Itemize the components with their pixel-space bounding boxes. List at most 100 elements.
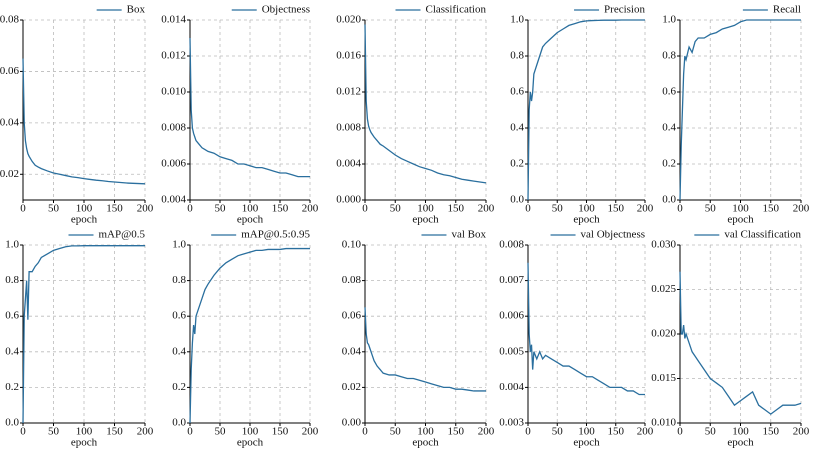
y-tick-label: 0.0	[662, 194, 676, 206]
x-tick-label: 150	[448, 203, 465, 215]
y-tick-label: 0.04	[0, 116, 20, 128]
x-tick-label: 50	[390, 426, 402, 438]
y-tick-label: 1.0	[5, 239, 19, 251]
legend-label: Precision	[604, 4, 645, 16]
x-axis-label: epoch	[71, 214, 98, 226]
y-tick-label: 0.016	[336, 50, 361, 62]
y-tick-label: 0.004	[499, 381, 524, 393]
y-tick-label: 0.08	[342, 274, 362, 286]
x-tick-label: 200	[302, 203, 319, 215]
x-tick-label: 0	[20, 203, 26, 215]
y-tick-label: 0.2	[510, 158, 524, 170]
y-tick-label: 1.0	[510, 14, 524, 26]
y-tick-label: 0.2	[172, 381, 186, 393]
y-tick-label: 0.008	[161, 122, 186, 134]
y-tick-label: 0.010	[651, 417, 676, 429]
x-tick-label: 0	[187, 426, 193, 438]
y-tick-label: 0.6	[172, 310, 186, 322]
x-axis-label: epoch	[412, 437, 439, 449]
y-tick-label: 0.006	[161, 158, 186, 170]
x-tick-label: 50	[48, 203, 60, 215]
x-tick-label: 200	[137, 203, 154, 215]
y-tick-label: 0.4	[5, 345, 19, 357]
y-tick-label: 0.4	[662, 122, 676, 134]
x-tick-label: 200	[137, 426, 154, 438]
x-tick-label: 0	[20, 426, 26, 438]
x-axis-label: epoch	[237, 437, 264, 449]
y-tick-label: 0.02	[0, 168, 19, 180]
y-tick-label: 1.0	[172, 239, 186, 251]
y-tick-label: 0.015	[651, 372, 676, 384]
legend-label: Objectness	[262, 4, 310, 16]
x-axis-label: epoch	[71, 437, 98, 449]
y-tick-label: 0.000	[336, 194, 361, 206]
x-tick-label: 200	[478, 426, 495, 438]
y-tick-label: 0.020	[651, 328, 676, 340]
x-tick-label: 50	[390, 203, 402, 215]
legend-label: Box	[127, 4, 146, 16]
line-series	[364, 24, 487, 184]
x-tick-label: 0	[525, 203, 531, 215]
x-tick-label: 150	[763, 203, 780, 215]
line-series	[679, 271, 802, 415]
y-tick-label: 0.005	[499, 345, 524, 357]
y-tick-label: 0.8	[510, 50, 524, 62]
x-axis-label: epoch	[573, 437, 600, 449]
y-tick-label: 0.012	[336, 86, 361, 98]
line-series	[527, 19, 645, 201]
y-tick-label: 0.8	[5, 274, 19, 286]
x-tick-label: 50	[215, 203, 227, 215]
x-tick-label: 150	[106, 426, 123, 438]
y-tick-label: 0.008	[336, 122, 361, 134]
y-tick-label: 0.02	[342, 381, 361, 393]
x-tick-label: 100	[732, 203, 749, 215]
y-tick-label: 0.008	[499, 239, 524, 251]
legend-label: val Box	[451, 229, 486, 241]
y-tick-label: 0.8	[662, 50, 676, 62]
y-tick-label: 0.010	[161, 86, 186, 98]
y-tick-label: 0.2	[5, 381, 19, 393]
y-tick-label: 0.06	[0, 65, 20, 77]
x-tick-label: 50	[705, 203, 717, 215]
y-tick-label: 0.10	[342, 239, 362, 251]
x-tick-label: 0	[187, 203, 193, 215]
y-tick-label: 0.004	[161, 194, 186, 206]
x-tick-label: 200	[478, 203, 495, 215]
x-tick-label: 100	[417, 203, 434, 215]
x-tick-label: 150	[106, 203, 123, 215]
x-tick-label: 100	[578, 426, 595, 438]
y-tick-label: 0.00	[342, 417, 362, 429]
y-tick-label: 0.025	[651, 283, 676, 295]
line-series	[189, 247, 310, 424]
y-tick-label: 0.0	[172, 417, 186, 429]
x-tick-label: 100	[578, 203, 595, 215]
y-tick-label: 0.030	[651, 239, 676, 251]
line-series	[679, 19, 801, 201]
line-series	[22, 245, 145, 424]
line-series	[22, 58, 146, 185]
x-tick-label: 0	[677, 203, 683, 215]
x-axis-label: epoch	[727, 437, 754, 449]
legend-label: mAP@0.5:0.95	[241, 229, 310, 241]
y-tick-label: 0.2	[662, 158, 676, 170]
line-series	[189, 37, 310, 178]
x-tick-label: 150	[272, 203, 289, 215]
x-tick-label: 50	[552, 203, 564, 215]
y-tick-label: 0.4	[510, 122, 524, 134]
x-tick-label: 150	[763, 426, 780, 438]
y-tick-label: 0.6	[5, 310, 19, 322]
y-tick-label: 0.08	[0, 14, 20, 26]
x-tick-label: 50	[552, 426, 564, 438]
y-tick-label: 0.004	[336, 158, 361, 170]
y-tick-label: 0.4	[172, 345, 186, 357]
y-tick-label: 0.6	[510, 86, 524, 98]
x-axis-label: epoch	[727, 214, 754, 226]
x-tick-label: 100	[76, 426, 93, 438]
x-tick-label: 150	[608, 426, 625, 438]
x-tick-label: 100	[732, 426, 749, 438]
y-tick-label: 1.0	[662, 14, 676, 26]
legend-label: Recall	[773, 4, 801, 16]
x-tick-label: 200	[637, 203, 654, 215]
x-tick-label: 200	[302, 426, 319, 438]
legend-label: Classification	[426, 4, 487, 16]
